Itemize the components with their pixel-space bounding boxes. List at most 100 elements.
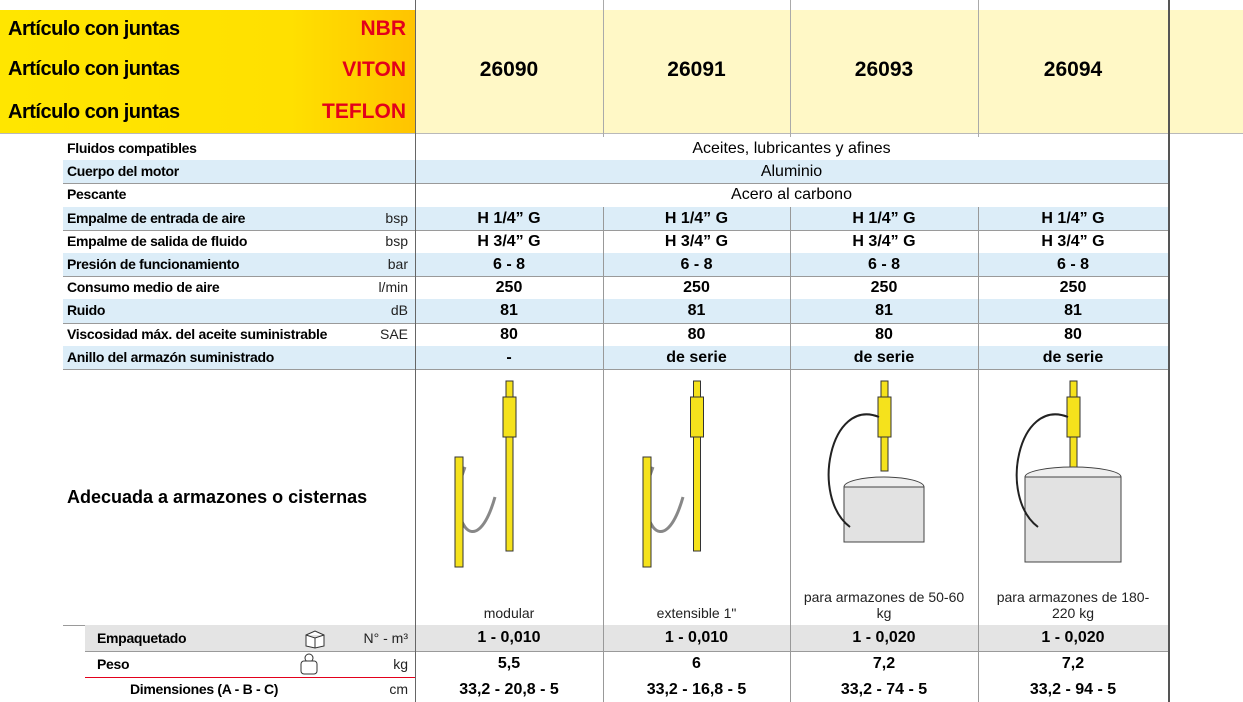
col-line xyxy=(790,625,791,651)
spec-value: 80 xyxy=(687,325,706,343)
col-line xyxy=(790,677,791,702)
row-shade xyxy=(63,253,1168,277)
spec-value: 81 xyxy=(875,302,893,320)
spec-label: Cuerpo del motor xyxy=(67,163,179,180)
article-code: 26093 xyxy=(854,58,914,81)
spec-value: H 1/4” G xyxy=(852,209,916,227)
spec-value: 80 xyxy=(1064,325,1082,343)
caption: modular xyxy=(483,605,535,621)
spec-value: 250 xyxy=(1059,279,1087,297)
spec-value: Aluminio xyxy=(760,163,823,181)
spec-value: - xyxy=(506,348,512,366)
col-line xyxy=(978,677,979,702)
seal-type: VITON xyxy=(342,58,406,81)
spec-label: Empalme de entrada de aire xyxy=(67,209,246,226)
col-line xyxy=(603,253,604,277)
caption: para armazones de 50-60 kg xyxy=(803,589,965,621)
box-icon xyxy=(305,630,325,649)
spec-value: 80 xyxy=(875,325,893,343)
col-line xyxy=(603,322,604,346)
header-label-cell xyxy=(0,91,415,133)
pack-value: 1 - 0,020 xyxy=(852,629,916,646)
spec-value: H 1/4” G xyxy=(1041,209,1105,227)
spec-value: 6 - 8 xyxy=(867,256,900,273)
product-illustration xyxy=(623,377,770,573)
pack-value: 7,2 xyxy=(872,655,896,672)
col-line xyxy=(978,322,979,346)
spec-unit: l/min xyxy=(378,279,408,296)
spec-unit: bsp xyxy=(385,209,408,226)
header-label-cell xyxy=(0,48,415,91)
pack-value: 1 - 0,010 xyxy=(664,629,729,646)
product-drawing xyxy=(642,380,704,568)
spec-value: 250 xyxy=(683,279,710,297)
application-label: Adecuada a armazones o cisternas xyxy=(67,487,368,507)
spec-label: Consumo medio de aire xyxy=(67,279,220,296)
spec-value: Acero al carbono xyxy=(731,186,852,204)
spec-value: 6 - 8 xyxy=(680,256,713,273)
row-line xyxy=(63,369,1168,370)
pack-value: 7,2 xyxy=(1061,655,1085,672)
row-line xyxy=(63,183,1168,185)
spec-unit: bar xyxy=(387,256,408,272)
spec-value: 250 xyxy=(495,279,523,297)
row-line xyxy=(85,677,415,678)
col-line xyxy=(790,229,791,253)
pack-value: 33,2 - 94 - 5 xyxy=(1029,681,1117,698)
pack-value: 33,2 - 20,8 - 5 xyxy=(459,681,559,698)
pack-unit: N° - m³ xyxy=(363,630,408,646)
caption: para armazones de 180-220 kg xyxy=(996,589,1150,621)
row-shade xyxy=(85,625,1168,651)
col-line xyxy=(603,625,604,651)
spec-value: 81 xyxy=(500,302,518,320)
row-shade xyxy=(63,299,1168,323)
col-line xyxy=(603,206,604,230)
article-code: 26091 xyxy=(667,58,726,81)
col-line xyxy=(603,345,604,369)
weight-icon xyxy=(298,652,320,676)
spec-value: H 1/4” G xyxy=(477,209,541,227)
pack-label: Empaquetado xyxy=(97,630,187,646)
col-line xyxy=(603,369,604,625)
pack-value: 1 - 0,020 xyxy=(1041,629,1105,646)
spec-value: 6 - 8 xyxy=(1056,256,1089,273)
product-illustration xyxy=(435,377,583,573)
spec-value: 81 xyxy=(1064,302,1082,320)
product-drawing xyxy=(827,380,925,543)
row-shade xyxy=(63,206,1168,230)
product-illustration xyxy=(998,377,1148,573)
spec-value: 250 xyxy=(870,279,898,297)
col-line xyxy=(978,369,979,625)
spec-value: 80 xyxy=(500,325,518,343)
caption: extensible 1" xyxy=(656,605,737,621)
spec-unit: SAE xyxy=(379,325,408,342)
article-code: 26094 xyxy=(1043,58,1103,81)
row-line xyxy=(85,651,1168,652)
spec-value: 81 xyxy=(687,302,706,320)
pack-value: 1 - 0,010 xyxy=(477,629,541,646)
pack-value: 33,2 - 74 - 5 xyxy=(840,681,928,698)
col-line xyxy=(790,206,791,230)
spec-value: de serie xyxy=(666,348,727,366)
spec-label: Anillo del armazón suministrado xyxy=(67,348,274,365)
spec-value: de serie xyxy=(853,348,915,366)
col-line xyxy=(978,253,979,277)
col-line xyxy=(603,276,604,300)
col-line xyxy=(603,229,604,253)
col-line xyxy=(978,276,979,300)
spec-label: Viscosidad máx. del aceite suministrable xyxy=(67,325,328,342)
product-illustration xyxy=(810,377,958,573)
spec-value: H 3/4” G xyxy=(664,232,729,250)
col-line xyxy=(978,299,979,323)
spec-label: Pescante xyxy=(67,186,127,203)
pack-value: 5,5 xyxy=(497,655,521,672)
col-line xyxy=(790,253,791,277)
col-line xyxy=(1168,0,1170,702)
spec-value: H 1/4” G xyxy=(664,209,729,227)
spec-value: H 3/4” G xyxy=(477,232,541,250)
spec-value: H 3/4” G xyxy=(852,232,916,250)
weight-icon xyxy=(300,653,318,675)
col-line xyxy=(790,369,791,625)
header-label-cell xyxy=(0,10,415,48)
